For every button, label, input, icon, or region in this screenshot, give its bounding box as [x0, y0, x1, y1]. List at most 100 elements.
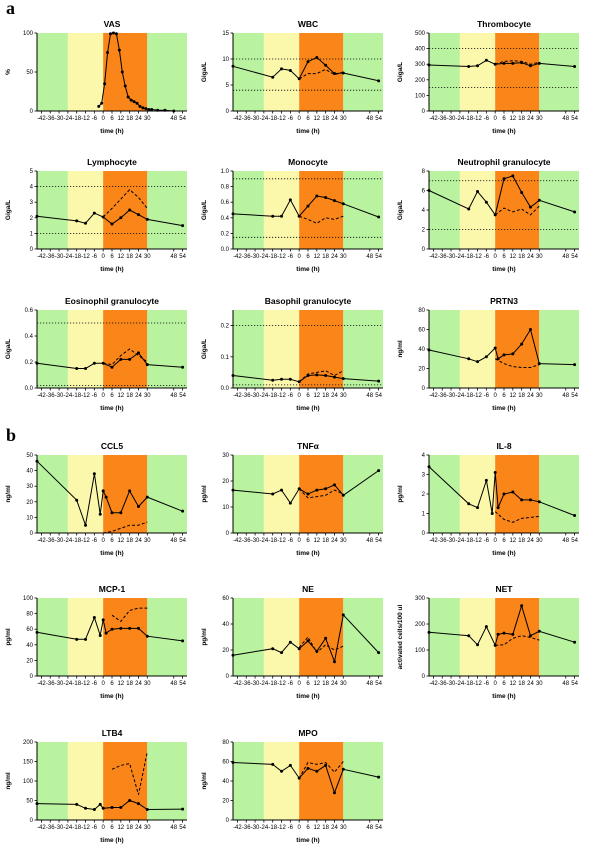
data-point: [502, 631, 506, 635]
x-tick-label: -30: [447, 254, 456, 260]
x-tick-label: 24: [135, 393, 142, 399]
phase-band: [299, 310, 344, 388]
y-axis-label: Giga/L: [5, 200, 12, 220]
x-tick-label: 6: [306, 538, 310, 544]
x-tick-label: 18: [322, 393, 329, 399]
x-tick-label: -24: [260, 254, 269, 260]
y-tick-label: 10: [222, 57, 229, 63]
data-point: [493, 346, 497, 350]
x-tick-label: -24: [64, 393, 73, 399]
phase-band: [263, 598, 300, 676]
data-point: [147, 107, 151, 111]
x-tick-label: 0: [102, 393, 106, 399]
chart-panel: -42 -36 -30 -24 -18 -12 -6 0 6 12 18 24 30 48 54010020…: [397, 19, 579, 135]
data-point: [100, 101, 104, 105]
y-tick-label: 1: [30, 231, 34, 237]
x-tick-label: -12: [277, 538, 286, 544]
y-tick-label: 400: [415, 47, 426, 53]
data-point: [136, 213, 140, 217]
x-tick-label: -6: [92, 393, 98, 399]
y-tick-label: 40: [26, 643, 33, 649]
chart-title: PRTN3: [490, 296, 518, 306]
x-tick-label: -6: [288, 254, 294, 260]
x-tick-label: -18: [268, 393, 277, 399]
data-point: [104, 631, 108, 635]
chart-title: Monocyte: [288, 157, 328, 167]
x-tick-label: -6: [484, 254, 490, 260]
x-tick-label: -24: [260, 681, 269, 687]
x-axis-label: time (h): [296, 266, 319, 273]
phase-band: [67, 171, 104, 249]
data-point: [145, 495, 149, 499]
series-line-dashed: [299, 215, 344, 224]
x-tick-label: 30: [144, 681, 151, 687]
phase-band: [539, 310, 579, 388]
x-tick-label: -30: [55, 825, 64, 831]
y-tick-label: 40: [418, 347, 425, 353]
x-tick-label: 48: [562, 254, 569, 260]
data-point: [493, 643, 497, 647]
x-axis-label: time (h): [296, 405, 319, 412]
x-tick-label: -36: [438, 254, 447, 260]
x-tick-label: 48: [562, 116, 569, 122]
x-tick-label: 24: [135, 116, 142, 122]
phase-band: [299, 33, 344, 111]
x-tick-label: 24: [135, 681, 142, 687]
x-tick-label: -24: [260, 116, 269, 122]
data-point: [332, 483, 336, 487]
data-point: [144, 107, 148, 111]
x-tick-label: -36: [242, 116, 251, 122]
x-tick-label: 30: [144, 116, 151, 122]
y-axis-label: Giga/L: [5, 339, 12, 359]
y-tick-label: 5: [226, 83, 230, 89]
x-tick-label: 12: [313, 254, 320, 260]
x-tick-label: -42: [233, 825, 242, 831]
data-point: [484, 355, 488, 359]
data-point: [110, 627, 114, 631]
data-point: [537, 198, 541, 202]
data-point: [75, 367, 79, 370]
y-tick-label: 0: [226, 674, 230, 680]
x-tick-label: -12: [81, 393, 90, 399]
y-tick-label: 20: [26, 500, 33, 506]
phase-band: [233, 33, 264, 111]
chart-panel: -42 -36 -30 -24 -18 -12 -6 0 6 12 18 24 30 48 5402468N…: [397, 157, 579, 273]
y-tick-label: 2: [422, 228, 426, 234]
x-tick-label: 54: [571, 538, 578, 544]
x-tick-label: -18: [72, 116, 81, 122]
x-tick-label: -12: [473, 254, 482, 260]
y-tick-label: 0: [422, 247, 426, 253]
y-tick-label: 50: [26, 453, 33, 459]
y-tick-label: 60: [222, 596, 229, 602]
x-tick-label: -18: [72, 825, 81, 831]
chart-title: Lymphocyte: [87, 157, 137, 167]
phase-band: [37, 310, 68, 388]
x-tick-label: -36: [438, 393, 447, 399]
x-tick-label: -18: [268, 116, 277, 122]
x-tick-label: 18: [322, 825, 329, 831]
data-point: [280, 214, 284, 218]
chart-panel: -42 -36 -30 -24 -18 -12 -6 0 6 12 18 24 30 48 54020406…: [201, 584, 383, 700]
y-tick-label: 0: [422, 674, 426, 680]
x-tick-label: -24: [456, 116, 465, 122]
x-tick-label: -6: [92, 825, 98, 831]
x-tick-label: 30: [340, 825, 347, 831]
data-point: [502, 353, 506, 357]
data-point: [119, 511, 123, 515]
x-tick-label: -18: [464, 254, 473, 260]
data-point: [136, 802, 140, 806]
data-point: [520, 604, 524, 608]
data-point: [511, 632, 515, 636]
data-point: [467, 357, 471, 361]
x-tick-label: 48: [366, 681, 373, 687]
phase-band: [147, 171, 187, 249]
x-tick-label: 48: [170, 538, 177, 544]
x-tick-label: -6: [288, 116, 294, 122]
y-tick-label: 0.0: [25, 386, 34, 392]
x-tick-label: -42: [233, 254, 242, 260]
data-point: [573, 210, 577, 214]
y-tick-label: 80: [26, 612, 33, 618]
data-point: [181, 509, 185, 513]
data-point: [129, 98, 133, 102]
data-point: [306, 204, 310, 208]
